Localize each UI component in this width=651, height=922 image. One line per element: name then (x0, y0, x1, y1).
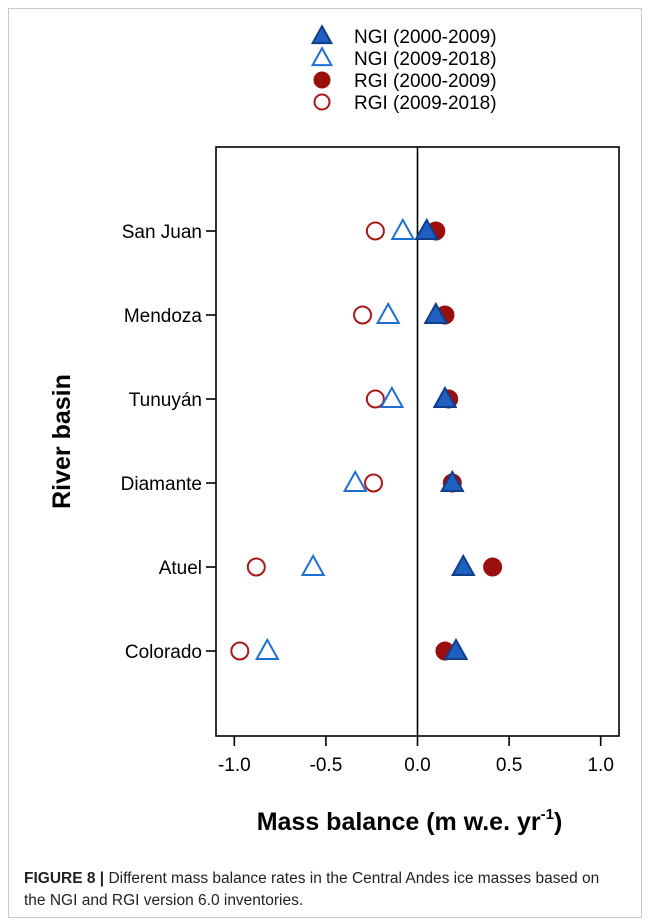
y-tick-label-san-juan: San Juan (122, 222, 202, 243)
x-tick-label: -0.5 (310, 755, 343, 776)
legend-label-rgi-2000-2009: RGI (2000-2009) (354, 71, 497, 92)
point-rgi-2009-2018-san-juan (365, 221, 385, 241)
point-rgi-2009-2018-diamante (364, 473, 384, 493)
point-ngi-2000-2009-atuel (450, 553, 476, 577)
figure-caption: FIGURE 8 | Different mass balance rates … (24, 868, 624, 912)
point-ngi-2000-2009-colorado (443, 637, 469, 661)
point-rgi-2000-2009-atuel (483, 557, 503, 577)
point-rgi-2009-2018-atuel (246, 557, 266, 577)
x-axis-label-suffix: ) (554, 808, 562, 836)
legend: NGI (2000-2009)NGI (2009-2018)RGI (2000-… (310, 24, 497, 114)
y-axis: San Juan Mendoza Tunuyán Diamante Atuel Color… (121, 222, 216, 663)
y-tick-label-atuel: Atuel (159, 558, 202, 579)
figure-label: FIGURE 8 | (24, 870, 105, 887)
legend-label-rgi-2009-2018: RGI (2009-2018) (354, 93, 497, 114)
point-ngi-2000-2009-san-juan (414, 217, 439, 241)
x-tick-label: 0.5 (496, 755, 522, 776)
point-ngi-2009-2018-tunuyan (379, 385, 405, 409)
point-rgi-2009-2018-mendoza (353, 305, 373, 325)
point-ngi-2000-2009-mendoza (423, 301, 449, 325)
point-ngi-2009-2018-san-juan (390, 217, 416, 241)
y-tick-label-colorado: Colorado (125, 642, 202, 663)
point-ngi-2009-2018-mendoza (375, 301, 401, 325)
point-ngi-2009-2018-diamante (342, 469, 368, 493)
legend-marker-ngi-2000-2009 (310, 24, 334, 45)
data-points (230, 217, 503, 661)
point-rgi-2009-2018-colorado (230, 641, 250, 661)
x-axis: -1.0 -0.5 0.0 0.5 1.0 (218, 736, 614, 776)
legend-label-ngi-2000-2009: NGI (2000-2009) (354, 27, 497, 48)
point-rgi-2009-2018-tunuyan (365, 389, 385, 409)
point-ngi-2009-2018-atuel (300, 553, 326, 577)
y-tick-label-diamante: Diamante (121, 474, 202, 495)
point-ngi-2000-2009-tunuyan (432, 385, 458, 409)
x-axis-label-superscript: -1 (541, 806, 554, 823)
legend-label-ngi-2009-2018: NGI (2009-2018) (354, 49, 497, 70)
mass-balance-chart: NGI (2000-2009)NGI (2009-2018)RGI (2000-… (48, 24, 620, 836)
figure-caption-text: Different mass balance rates in the Cent… (24, 870, 600, 909)
x-tick-label: -1.0 (218, 755, 251, 776)
y-tick-label-mendoza: Mendoza (124, 306, 203, 327)
x-tick-label: 1.0 (587, 755, 613, 776)
point-ngi-2009-2018-colorado (254, 637, 280, 661)
y-tick-label-tunuyan: Tunuyán (129, 390, 202, 411)
point-ngi-2000-2009-diamante (439, 469, 465, 493)
legend-marker-ngi-2009-2018 (310, 46, 334, 67)
y-axis-label: River basin (48, 374, 76, 509)
legend-marker-rgi-2009-2018 (313, 93, 331, 111)
x-tick-label: 0.0 (404, 755, 430, 776)
x-axis-label: Mass balance (m w.e. yr-1) (257, 806, 563, 836)
legend-marker-rgi-2000-2009 (313, 71, 331, 89)
x-axis-label-main: Mass balance (m w.e. yr (257, 808, 541, 836)
figure-frame (8, 8, 642, 918)
